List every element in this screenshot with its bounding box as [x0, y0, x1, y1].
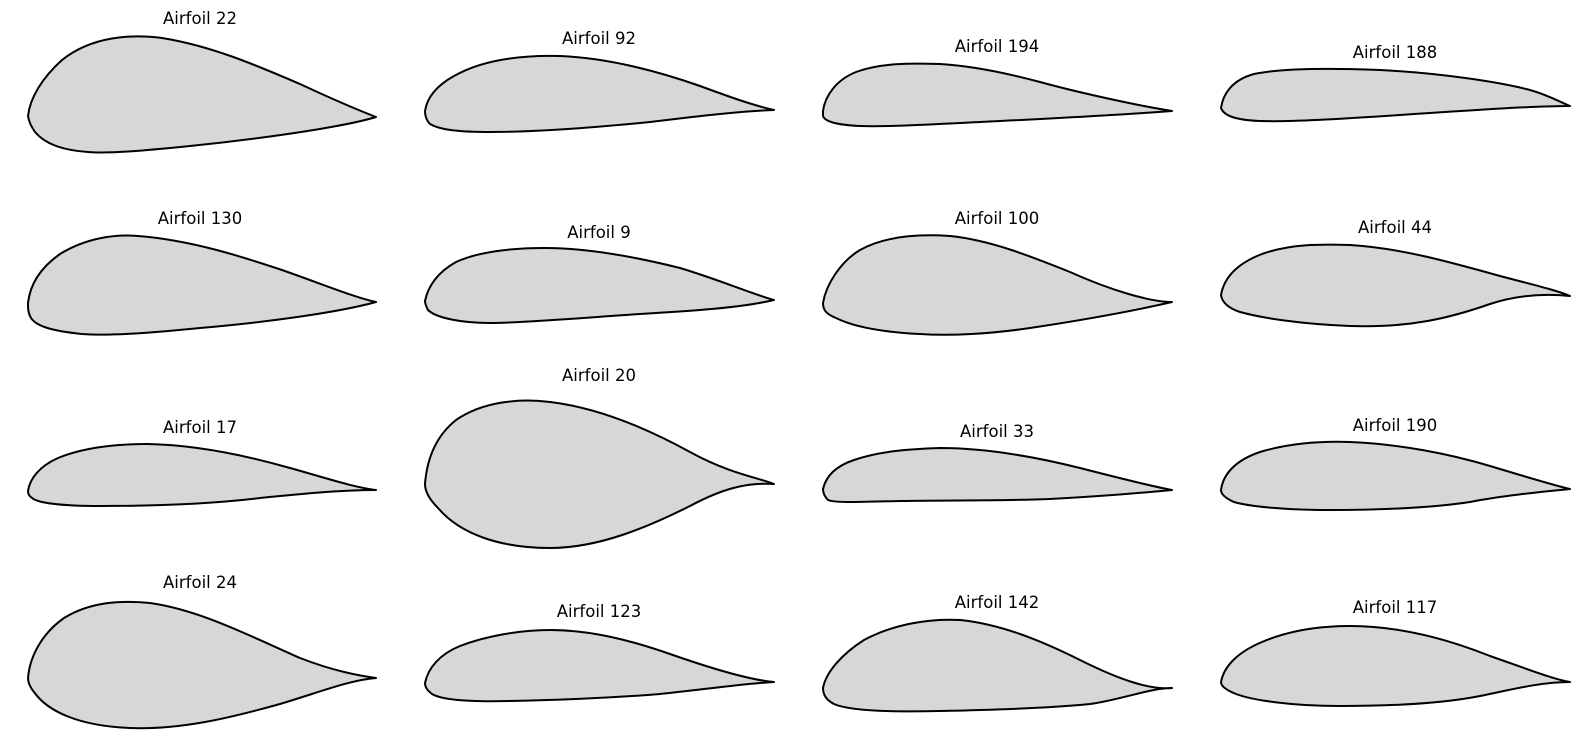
airfoil-shape	[27, 234, 377, 336]
airfoil-panel: Airfoil 24	[27, 573, 377, 730]
airfoil-shape	[27, 443, 377, 507]
airfoil-panel: Airfoil 22	[27, 9, 377, 154]
airfoil-shape	[424, 399, 775, 549]
airfoil-title: Airfoil 92	[562, 29, 636, 48]
airfoil-panel: Airfoil 188	[1220, 43, 1571, 123]
airfoil-title: Airfoil 194	[955, 37, 1039, 56]
airfoil-panel: Airfoil 100	[822, 209, 1173, 336]
airfoil-panel: Airfoil 33	[822, 422, 1173, 503]
airfoil-shape	[424, 629, 775, 703]
airfoil-title: Airfoil 190	[1353, 416, 1437, 435]
airfoil-title: Airfoil 33	[960, 422, 1034, 441]
airfoil-panel: Airfoil 92	[424, 29, 775, 133]
airfoil-panel: Airfoil 190	[1220, 416, 1571, 511]
airfoil-panel: Airfoil 9	[424, 223, 775, 324]
airfoil-shape	[822, 618, 1173, 713]
airfoil-shape	[1220, 625, 1571, 707]
airfoil-shape	[1220, 440, 1571, 511]
airfoil-panel: Airfoil 17	[27, 418, 377, 507]
airfoil-title: Airfoil 188	[1353, 43, 1437, 62]
airfoil-panel: Airfoil 123	[424, 602, 775, 703]
airfoil-title: Airfoil 24	[163, 573, 237, 592]
airfoil-shape	[424, 54, 775, 133]
airfoil-shape	[822, 234, 1173, 336]
airfoil-title: Airfoil 123	[557, 602, 641, 621]
airfoil-shape	[822, 447, 1173, 503]
airfoil-title: Airfoil 22	[163, 9, 237, 28]
airfoil-title: Airfoil 117	[1353, 598, 1437, 617]
airfoil-panel: Airfoil 20	[424, 366, 775, 549]
airfoil-title: Airfoil 9	[567, 223, 630, 242]
airfoil-title: Airfoil 17	[163, 418, 237, 437]
airfoil-shape	[822, 62, 1173, 128]
airfoil-shape	[424, 247, 775, 324]
airfoil-title: Airfoil 100	[955, 209, 1039, 228]
airfoil-shape	[27, 600, 377, 730]
airfoil-panel: Airfoil 44	[1220, 218, 1571, 328]
airfoil-shape	[1220, 243, 1571, 328]
airfoil-panel: Airfoil 130	[27, 209, 377, 336]
airfoil-title: Airfoil 20	[562, 366, 636, 385]
airfoil-panel: Airfoil 194	[822, 37, 1173, 128]
airfoil-title: Airfoil 142	[955, 593, 1039, 612]
airfoil-shape	[27, 35, 377, 154]
airfoil-title: Airfoil 130	[158, 209, 242, 228]
airfoil-title: Airfoil 44	[1358, 218, 1432, 237]
airfoil-panel: Airfoil 142	[822, 593, 1173, 713]
airfoil-panel: Airfoil 117	[1220, 598, 1571, 707]
airfoil-shape	[1220, 67, 1571, 123]
